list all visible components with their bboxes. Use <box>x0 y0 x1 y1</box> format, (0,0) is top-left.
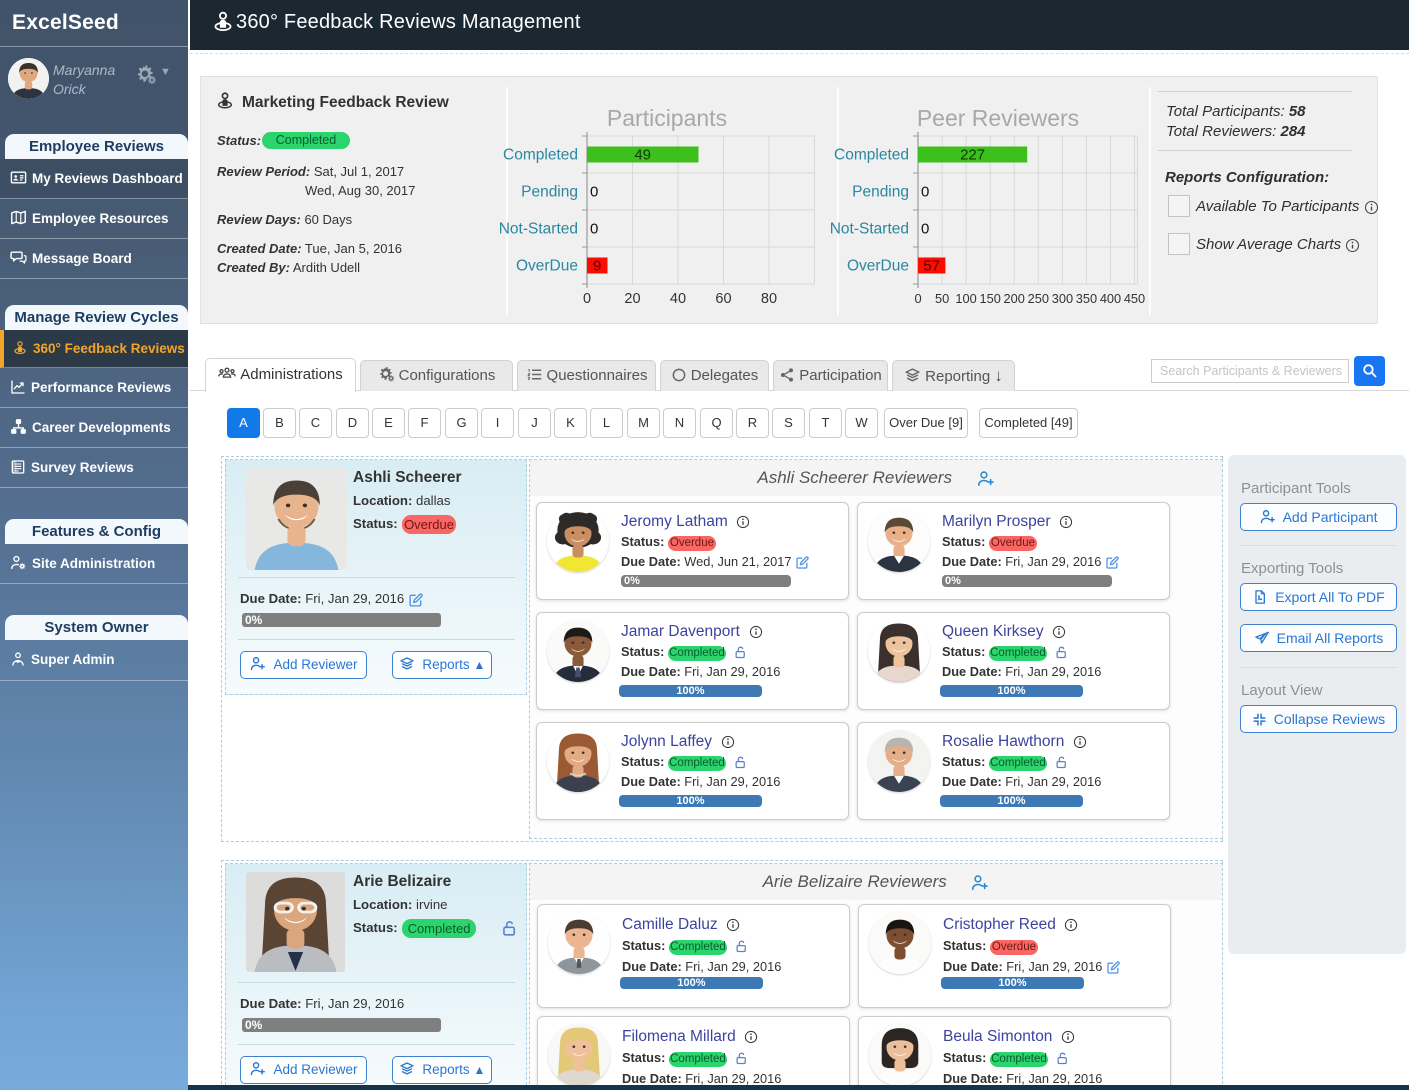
svg-text:80: 80 <box>761 291 777 307</box>
svg-text:150: 150 <box>980 291 1001 306</box>
svg-text:227: 227 <box>960 146 985 163</box>
svg-text:450: 450 <box>1124 291 1145 306</box>
svg-text:0: 0 <box>583 291 591 307</box>
svg-text:57: 57 <box>923 257 940 274</box>
svg-text:Pending: Pending <box>852 184 909 201</box>
svg-text:Not-Started: Not-Started <box>499 221 578 238</box>
svg-text:40: 40 <box>670 291 686 307</box>
svg-text:OverDue: OverDue <box>847 258 909 275</box>
svg-text:400: 400 <box>1100 291 1121 306</box>
svg-text:100: 100 <box>955 291 976 306</box>
svg-text:0: 0 <box>921 220 929 237</box>
svg-text:0: 0 <box>590 220 598 237</box>
svg-text:9: 9 <box>593 257 601 274</box>
svg-text:OverDue: OverDue <box>516 258 578 275</box>
svg-text:200: 200 <box>1004 291 1025 306</box>
svg-text:Completed: Completed <box>503 147 578 164</box>
svg-text:300: 300 <box>1052 291 1073 306</box>
svg-text:Completed: Completed <box>834 147 909 164</box>
svg-text:20: 20 <box>624 291 640 307</box>
svg-text:0: 0 <box>921 183 929 200</box>
svg-text:0: 0 <box>590 183 598 200</box>
svg-text:Not-Started: Not-Started <box>830 221 909 238</box>
svg-text:Pending: Pending <box>521 184 578 201</box>
svg-text:350: 350 <box>1076 291 1097 306</box>
svg-text:60: 60 <box>715 291 731 307</box>
svg-text:49: 49 <box>634 146 651 163</box>
svg-text:0: 0 <box>914 291 921 306</box>
svg-text:250: 250 <box>1028 291 1049 306</box>
svg-text:50: 50 <box>935 291 949 306</box>
